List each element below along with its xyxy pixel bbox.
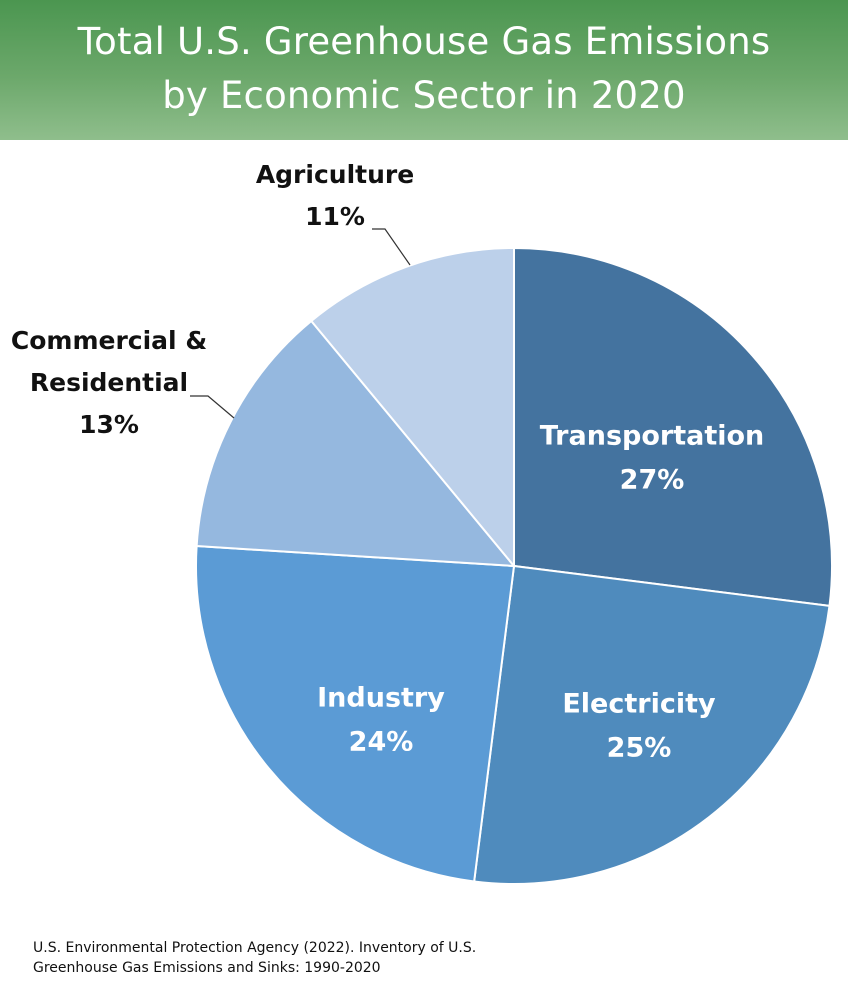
- pie-slices: [195, 247, 833, 885]
- slice-labels: Transportation 27% Electricity 25% Industry 2…: [11, 160, 764, 764]
- title-banner: Total U.S. Greenhouse Gas Emissions by E…: [0, 0, 848, 140]
- slice-label-commercial-residential-line-1: Commercial &: [11, 326, 207, 355]
- source-citation: U.S. Environmental Protection Agency (20…: [33, 938, 633, 978]
- slice-value-commercial-residential: 13%: [79, 410, 139, 439]
- source-line-2: Greenhouse Gas Emissions and Sinks: 1990…: [33, 960, 381, 976]
- slice-label-industry: Industry: [317, 683, 445, 714]
- slice-label-transportation: Transportation: [540, 421, 765, 452]
- slice-label-agriculture: Agriculture: [256, 160, 414, 189]
- slice-value-transportation: 27%: [620, 465, 685, 496]
- pie-slice-electricity: [473, 565, 831, 885]
- source-line-1: U.S. Environmental Protection Agency (20…: [33, 940, 477, 956]
- leader-lines: [190, 228, 411, 419]
- pie-slice-transportation: [513, 247, 833, 607]
- slice-label-electricity: Electricity: [562, 689, 716, 720]
- slice-value-agriculture: 11%: [305, 202, 365, 231]
- chart-title-line-2: by Economic Sector in 2020: [162, 74, 686, 117]
- leader-line-agriculture: [372, 228, 411, 266]
- pie-slice-commercial-residential: [195, 319, 515, 567]
- slice-value-electricity: 25%: [607, 733, 672, 764]
- slice-label-commercial-residential-line-2: Residential: [30, 368, 188, 397]
- leader-line-commercial-residential: [190, 395, 235, 419]
- pie-slice-industry: [195, 545, 515, 883]
- pie-slice-agriculture: [310, 247, 515, 567]
- slice-value-industry: 24%: [349, 727, 414, 758]
- chart-title-line-1: Total U.S. Greenhouse Gas Emissions: [77, 20, 771, 63]
